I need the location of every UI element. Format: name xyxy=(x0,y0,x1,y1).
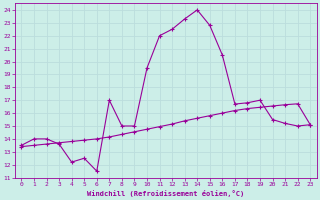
X-axis label: Windchill (Refroidissement éolien,°C): Windchill (Refroidissement éolien,°C) xyxy=(87,190,244,197)
